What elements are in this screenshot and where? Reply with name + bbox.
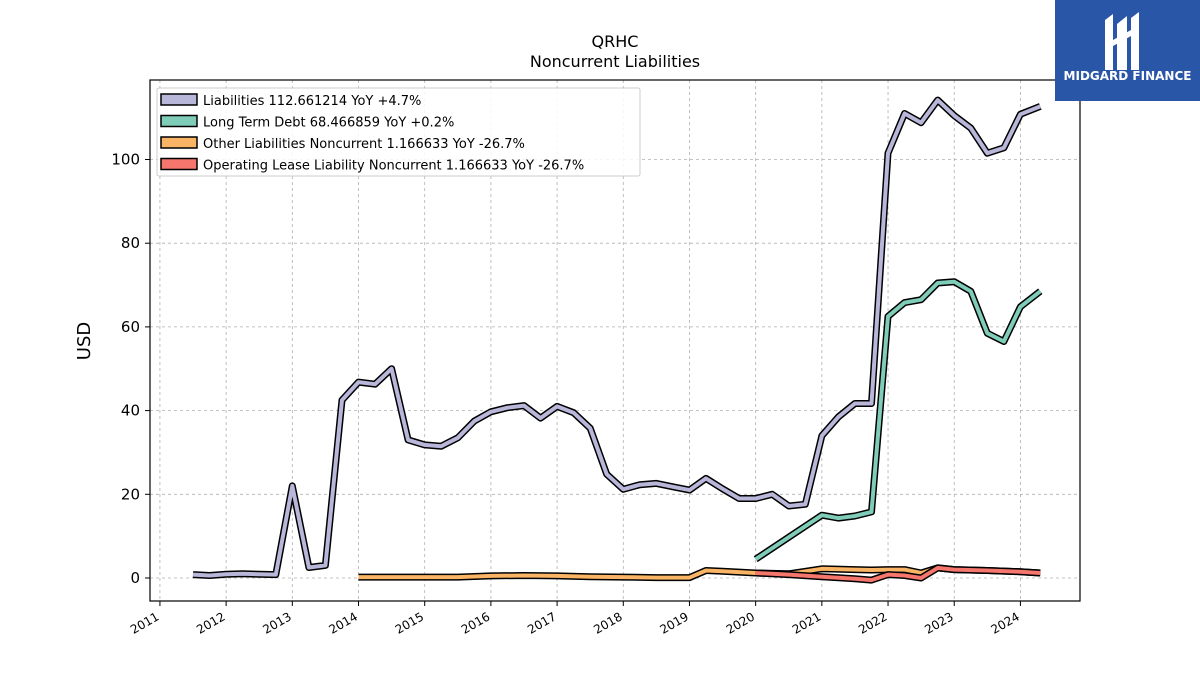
legend-label: Liabilities 112.661214 YoY +4.7% (203, 94, 421, 109)
y-tick-label: 80 (121, 234, 140, 252)
y-tick-label: 0 (130, 569, 140, 587)
chart-subtitle: Noncurrent Liabilities (530, 52, 700, 71)
legend-swatch (160, 157, 198, 171)
legend-swatch (160, 114, 198, 128)
legend-swatch (160, 93, 198, 106)
x-tick-label: 2017 (525, 609, 558, 636)
x-tick-label: 2015 (393, 609, 426, 636)
series-line-operating-lease-liability-noncurrent (755, 565, 1041, 583)
series-layer (192, 96, 1043, 584)
y-tick-label: 40 (121, 402, 140, 420)
plot-frame (149, 79, 1081, 602)
x-tick-label: 2019 (658, 609, 691, 636)
y-tick-label: 20 (121, 485, 140, 503)
series-line-long-term-debt (754, 279, 1042, 561)
company-logo: MIDGARD FINANCE (1055, 0, 1200, 101)
x-tick-label: 2023 (922, 609, 955, 636)
x-tick-label: 2022 (856, 609, 889, 636)
x-tick-label: 2011 (128, 609, 161, 636)
x-tick-label: 2016 (459, 609, 492, 636)
y-tick-label: 60 (121, 318, 140, 336)
legend-label: Operating Lease Liability Noncurrent 1.1… (203, 159, 584, 174)
series-outline-long-term-debt (753, 278, 1043, 563)
x-tick-label: 2021 (790, 609, 823, 636)
y-axis-label: USD (74, 322, 95, 360)
series-line-liabilities (192, 98, 1042, 578)
y-tick-label: 100 (111, 151, 140, 169)
x-tick-label: 2014 (327, 609, 360, 636)
legend-swatch (160, 136, 198, 149)
chart-title: QRHC (592, 32, 639, 51)
legend-box (156, 87, 641, 177)
logo-mark-icon (1105, 12, 1139, 70)
x-tick-label: 2020 (724, 609, 757, 636)
x-tick-label: 2012 (194, 609, 227, 636)
logo-text: MIDGARD FINANCE (1063, 69, 1192, 83)
legend-label: Long Term Debt 68.466859 YoY +0.2% (203, 116, 454, 131)
legend: Liabilities 112.661214 YoY +4.7% Long Ter… (156, 87, 641, 177)
x-tick-label: 2013 (260, 609, 293, 636)
x-tick-label: 2024 (988, 609, 1021, 636)
legend-label: Other Liabilities Noncurrent 1.166633 Yo… (203, 137, 525, 152)
x-tick-label: 2018 (591, 609, 624, 636)
